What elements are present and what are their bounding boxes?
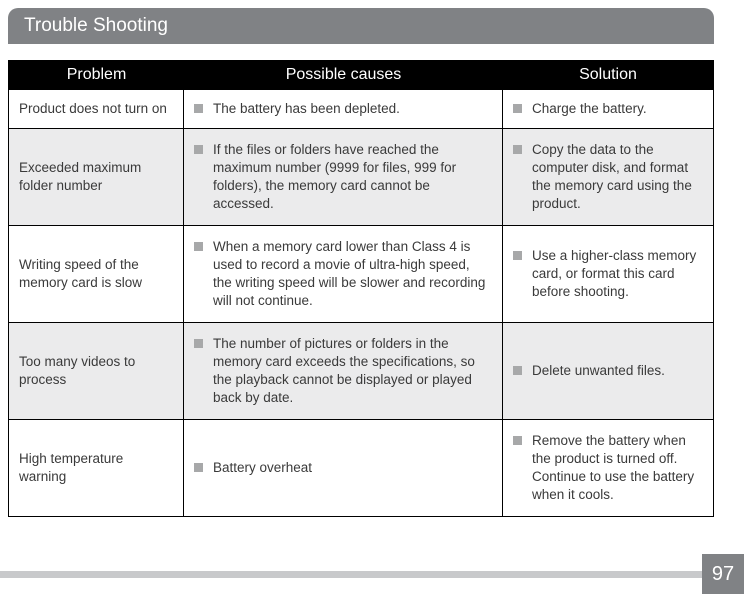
bullet-icon xyxy=(513,145,522,154)
header-solution: Solution xyxy=(503,61,713,89)
troubleshooting-table: Problem Possible causes Solution Product… xyxy=(8,60,714,517)
solution-text: Copy the data to the computer disk, and … xyxy=(532,141,703,214)
solution-text: Use a higher-class memory card, or forma… xyxy=(532,247,703,302)
table-header-row: Problem Possible causes Solution xyxy=(9,61,713,89)
cell-cause: When a memory card lower than Class 4 is… xyxy=(184,226,503,322)
cell-problem: Writing speed of the memory card is slow xyxy=(9,226,184,322)
solution-text: Delete unwanted files. xyxy=(532,362,665,380)
cell-solution: Charge the battery. xyxy=(503,90,713,128)
cause-text: Battery overheat xyxy=(213,459,312,477)
cell-cause: The battery has been depleted. xyxy=(184,90,503,128)
bullet-icon xyxy=(194,104,203,113)
cell-solution: Use a higher-class memory card, or forma… xyxy=(503,226,713,322)
table-row: Product does not turn on The battery has… xyxy=(9,89,713,128)
bullet-icon xyxy=(513,104,522,113)
cause-text: The number of pictures or folders in the… xyxy=(213,335,492,408)
cell-problem: High temperature warning xyxy=(9,420,184,516)
bullet-icon xyxy=(194,242,203,251)
table-row: High temperature warning Battery overhea… xyxy=(9,419,713,516)
cell-problem: Exceeded maximum folder number xyxy=(9,129,184,225)
header-problem: Problem xyxy=(9,61,184,89)
bullet-icon xyxy=(513,436,522,445)
bullet-icon xyxy=(194,463,203,472)
cause-text: The battery has been depleted. xyxy=(213,100,400,118)
table-row: Too many videos to process The number of… xyxy=(9,322,713,419)
footer-divider xyxy=(0,571,744,578)
table-row: Exceeded maximum folder number If the fi… xyxy=(9,128,713,225)
bullet-icon xyxy=(513,366,522,375)
solution-text: Charge the battery. xyxy=(532,100,647,118)
cell-solution: Remove the battery when the product is t… xyxy=(503,420,713,516)
section-title: Trouble Shooting xyxy=(8,8,714,44)
header-causes: Possible causes xyxy=(184,61,503,89)
cause-text: If the files or folders have reached the… xyxy=(213,141,492,214)
bullet-icon xyxy=(194,145,203,154)
page-number: 97 xyxy=(702,554,744,594)
cell-solution: Copy the data to the computer disk, and … xyxy=(503,129,713,225)
solution-text: Remove the battery when the product is t… xyxy=(532,432,703,505)
cell-problem: Too many videos to process xyxy=(9,323,184,419)
bullet-icon xyxy=(194,339,203,348)
cell-cause: If the files or folders have reached the… xyxy=(184,129,503,225)
bullet-icon xyxy=(513,251,522,260)
table-row: Writing speed of the memory card is slow… xyxy=(9,225,713,322)
cell-problem: Product does not turn on xyxy=(9,90,184,128)
cause-text: When a memory card lower than Class 4 is… xyxy=(213,238,492,311)
cell-cause: The number of pictures or folders in the… xyxy=(184,323,503,419)
cell-cause: Battery overheat xyxy=(184,420,503,516)
cell-solution: Delete unwanted files. xyxy=(503,323,713,419)
